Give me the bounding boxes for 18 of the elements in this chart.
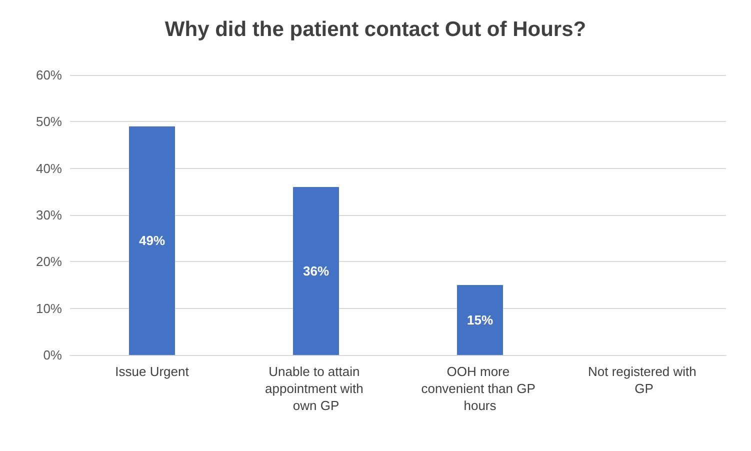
x-tick-label: Not registered with GP: [588, 364, 700, 396]
bar: [293, 187, 339, 355]
y-tick-label: 50%: [36, 114, 62, 130]
data-label: 49%: [138, 233, 166, 248]
y-tick-label: 30%: [36, 208, 62, 222]
data-label: 36%: [302, 264, 330, 278]
x-tick-label: OOH more convenient than GP hours: [421, 364, 539, 413]
bar: [129, 126, 175, 355]
y-tick-label: 60%: [36, 68, 62, 82]
y-tick-label: 10%: [36, 300, 62, 316]
y-tick-label: 20%: [36, 254, 62, 270]
chart-title: Why did the patient contact Out of Hours?: [164, 18, 586, 41]
x-tick-label: Unable to attain appointment with own GP: [265, 364, 367, 413]
data-label: 15%: [466, 312, 494, 328]
bar: [457, 285, 503, 355]
y-tick-label: 0%: [43, 348, 62, 362]
x-tick-label: Issue Urgent: [115, 364, 190, 379]
y-tick-label: 40%: [36, 160, 62, 176]
